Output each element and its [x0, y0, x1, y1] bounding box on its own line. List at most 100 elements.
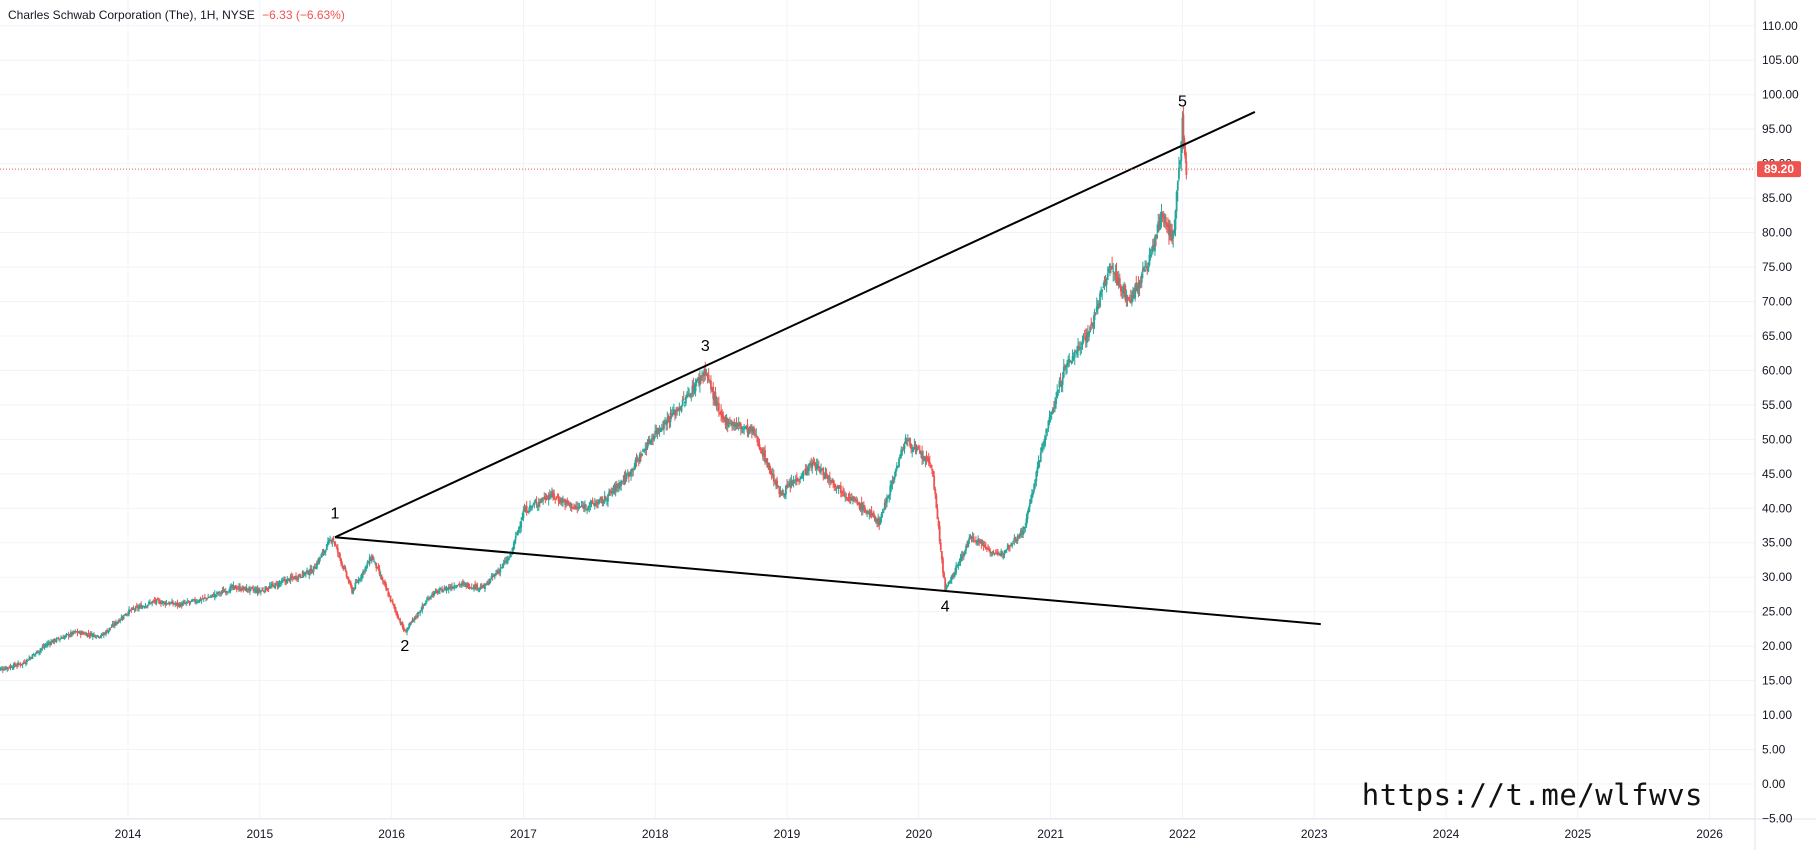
symbol-header: Charles Schwab Corporation (The), 1H, NY… — [8, 8, 345, 22]
price-tick-label: 35.00 — [1762, 536, 1792, 550]
price-tick-label: 65.00 — [1762, 329, 1792, 343]
candle-up — [523, 511, 525, 519]
candles-layer — [0, 105, 1187, 673]
candle-up — [373, 561, 375, 562]
time-tick-label: 2017 — [510, 827, 537, 841]
candle-up — [374, 562, 376, 563]
time-tick-label: 2025 — [1564, 827, 1591, 841]
candle-up — [457, 585, 459, 586]
candle-up — [1177, 182, 1179, 191]
price-tick-label: 15.00 — [1762, 674, 1792, 688]
price-tick-label: 70.00 — [1762, 294, 1792, 308]
candle-up — [1176, 192, 1178, 211]
time-tick-label: 2015 — [246, 827, 273, 841]
time-tick-label: 2016 — [378, 827, 405, 841]
price-change: −6.33 (−6.63%) — [262, 8, 345, 22]
candle-up — [1172, 234, 1174, 238]
candle-down — [332, 538, 334, 541]
price-tick-label: 55.00 — [1762, 398, 1792, 412]
candle-down — [553, 494, 555, 499]
wave-label: 3 — [701, 338, 710, 355]
wave-label: 5 — [1178, 93, 1187, 110]
time-tick-label: 2023 — [1301, 827, 1328, 841]
price-tick-label: 50.00 — [1762, 432, 1792, 446]
candle-down — [708, 375, 710, 380]
candle-down — [346, 572, 348, 577]
time-tick-label: 2026 — [1696, 827, 1723, 841]
candle-down — [58, 638, 60, 639]
last-price-label: 89.20 — [1764, 162, 1794, 176]
price-tick-label: 40.00 — [1762, 501, 1792, 515]
candle-up — [426, 600, 428, 602]
candle-up — [1112, 271, 1114, 272]
candle-down — [27, 660, 29, 661]
candle-down — [536, 502, 538, 505]
price-tick-label: 75.00 — [1762, 260, 1792, 274]
candle-up — [1175, 211, 1177, 230]
wave-annotations-layer: 1 2 3 4 5 — [330, 93, 1186, 655]
candle-down — [1009, 546, 1011, 547]
candle-up — [260, 591, 262, 593]
price-tick-label: 100.00 — [1762, 88, 1799, 102]
candle-up — [1180, 141, 1182, 160]
candle-down — [1185, 161, 1187, 175]
watermark-link[interactable]: https://t.me/wlfwvs — [1362, 778, 1703, 812]
candle-up — [681, 406, 683, 412]
candle-up — [354, 583, 356, 589]
time-tick-label: 2021 — [1037, 827, 1064, 841]
candle-up — [515, 536, 517, 539]
wave-label: 2 — [400, 638, 409, 655]
candle-up — [1088, 332, 1090, 337]
price-tick-label: 110.00 — [1762, 19, 1798, 33]
candle-up — [456, 587, 458, 588]
grid-layer — [0, 0, 1755, 819]
candle-up — [1144, 269, 1146, 271]
candle-up — [56, 638, 58, 641]
candle-down — [683, 399, 685, 400]
trendline — [335, 537, 1321, 624]
candle-up — [533, 503, 535, 504]
candle-up — [898, 459, 900, 467]
candle-down — [392, 601, 394, 604]
candle-up — [883, 511, 885, 512]
candle-up — [803, 471, 805, 476]
time-tick-label: 2014 — [115, 827, 142, 841]
candle-down — [206, 598, 208, 599]
candle-up — [156, 599, 158, 603]
price-tick-label: 80.00 — [1762, 226, 1792, 240]
candle-up — [419, 611, 421, 613]
candle-up — [1055, 399, 1057, 404]
wave-label: 4 — [941, 599, 950, 616]
price-tick-label: −5.00 — [1762, 811, 1793, 825]
price-tick-label: 10.00 — [1762, 708, 1792, 722]
price-tick-label: 30.00 — [1762, 570, 1792, 584]
candle-down — [471, 587, 473, 588]
price-tick-label: 60.00 — [1762, 363, 1792, 377]
time-tick-label: 2019 — [774, 827, 801, 841]
time-tick-label: 2022 — [1169, 827, 1196, 841]
wave-label: 1 — [330, 506, 339, 523]
candle-up — [755, 434, 757, 435]
candle-down — [973, 536, 975, 540]
candle-up — [1107, 273, 1109, 280]
candle-down — [940, 543, 942, 550]
price-tick-label: 95.00 — [1762, 122, 1792, 136]
candle-down — [337, 548, 339, 553]
price-tick-label: 45.00 — [1762, 467, 1792, 481]
trendlines-layer — [335, 112, 1321, 624]
candle-up — [123, 615, 125, 619]
candle-up — [542, 500, 544, 501]
candle-up — [641, 454, 643, 457]
candle-up — [520, 521, 522, 527]
candle-up — [1101, 290, 1103, 291]
candle-up — [508, 558, 510, 559]
time-tick-label: 2024 — [1433, 827, 1460, 841]
symbol-title: Charles Schwab Corporation (The), 1H, NY… — [8, 8, 255, 22]
candle-down — [339, 554, 341, 558]
candle-down — [345, 568, 347, 571]
candle-down — [341, 563, 343, 565]
time-tick-label: 2018 — [642, 827, 669, 841]
